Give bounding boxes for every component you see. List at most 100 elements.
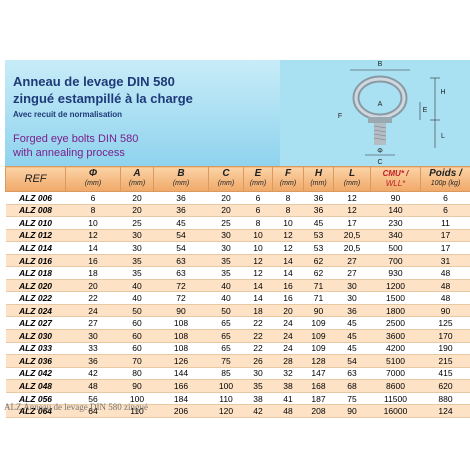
cell: 215: [420, 354, 470, 368]
header-text: CMU* /: [382, 169, 409, 178]
dim-label: F: [338, 113, 342, 120]
cell: 35: [120, 266, 154, 280]
cell: 500: [370, 241, 421, 255]
cell: 90: [420, 304, 470, 318]
cell: 100: [208, 379, 244, 393]
cell: 33: [65, 342, 121, 356]
cell: 36: [153, 204, 209, 218]
cell: 60: [120, 342, 154, 356]
cell: 6: [243, 191, 273, 205]
cell: 24: [65, 304, 121, 318]
cell: 184: [153, 392, 209, 406]
cell: 6: [243, 204, 273, 218]
table-row: ALZ 030 30 60 108 65 22 24 109 45 3600 170: [5, 329, 470, 343]
subtitle: Avec recuit de normalisation: [13, 110, 123, 119]
table-row: ALZ 056 56 100 184 110 38 41 187 75 11500 880: [5, 392, 470, 406]
cell: 63: [333, 367, 371, 381]
cell: 71: [303, 291, 334, 305]
cell: 48: [420, 279, 470, 293]
table-row: ALZ 018 18 35 63 35 12 14 62 27 930 48: [5, 266, 470, 280]
ref-cell: ALZ 022: [5, 291, 66, 305]
cell: 144: [153, 367, 209, 381]
cell: 48: [420, 291, 470, 305]
column-header: Φ (mm): [65, 166, 121, 192]
column-header: L (mm): [333, 166, 371, 192]
cell: 125: [420, 316, 470, 330]
diagram: B H E A F Φ L C: [280, 60, 470, 166]
cell: 22: [243, 342, 273, 356]
ref-cell: ALZ 006: [5, 191, 66, 205]
cell: 40: [208, 279, 244, 293]
cell: 109: [303, 342, 334, 356]
english-title: Forged eye bolts DIN 580: [13, 133, 139, 145]
header-unit: (mm): [172, 180, 190, 187]
cell: 24: [272, 329, 304, 343]
cell: 20,5: [333, 241, 371, 255]
cell: 16: [272, 279, 304, 293]
cell: 14: [65, 241, 121, 255]
column-header: E (mm): [243, 166, 273, 192]
ref-cell: ALZ 042: [5, 367, 66, 381]
header-unit: 100p (kg): [430, 180, 461, 187]
table-row: ALZ 012 12 30 54 30 10 12 53 20,5 340 17: [5, 229, 470, 243]
cell: 14: [272, 266, 304, 280]
table-row: ALZ 022 22 40 72 40 14 16 71 30 1500 48: [5, 291, 470, 305]
cell: 12: [333, 204, 371, 218]
cell: 3600: [370, 329, 421, 343]
cell: 40: [120, 279, 154, 293]
ref-cell: ALZ 030: [5, 329, 66, 343]
cell: 30: [243, 367, 273, 381]
column-header: F (mm): [272, 166, 304, 192]
table-row: ALZ 036 36 70 126 75 26 28 128 54 5100 215: [5, 354, 470, 368]
cell: 60: [120, 316, 154, 330]
column-header: Poids /100p (kg): [420, 166, 470, 192]
cell: 140: [370, 204, 421, 218]
cell: 70: [120, 354, 154, 368]
header-text: C: [222, 168, 230, 179]
cell: 930: [370, 266, 421, 280]
cell: 700: [370, 254, 421, 268]
cell: 56: [65, 392, 121, 406]
header-unit: (mm): [84, 180, 102, 187]
cell: 12: [272, 229, 304, 243]
header-text: E: [254, 168, 262, 179]
cell: 45: [303, 216, 334, 230]
ref-cell: ALZ 014: [5, 241, 66, 255]
cell: 45: [333, 342, 371, 356]
cell: 40: [120, 291, 154, 305]
cell: 54: [153, 241, 209, 255]
cell: 36: [303, 191, 334, 205]
header-band: Anneau de levage DIN 580 zingué estampil…: [5, 60, 280, 166]
cell: 10: [243, 241, 273, 255]
ref-cell: ALZ 018: [5, 266, 66, 280]
cell: 20: [272, 304, 304, 318]
cell: 2500: [370, 316, 421, 330]
header-text: Φ: [88, 168, 98, 179]
header-unit: (mm): [343, 180, 361, 187]
cell: 6: [420, 191, 470, 205]
cell: 17: [420, 229, 470, 243]
cell: 10: [65, 216, 121, 230]
table-row: ALZ 064 64 110 206 120 42 48 208 90 16000 124: [5, 404, 470, 418]
cell: 230: [370, 216, 421, 230]
cell: 65: [208, 316, 244, 330]
cell: 45: [333, 329, 371, 343]
cell: 14: [243, 279, 273, 293]
header-text: A: [133, 168, 141, 179]
cell: 85: [208, 367, 244, 381]
cell: 120: [208, 404, 244, 418]
header-unit: WLL*: [385, 179, 406, 188]
cell: 8: [272, 191, 304, 205]
ref-cell: ALZ 056: [5, 392, 66, 406]
cell: 108: [153, 342, 209, 356]
cell: 108: [153, 316, 209, 330]
table-row: ALZ 006 6 20 36 20 6 8 36 12 90 6: [5, 191, 470, 205]
dim-label: A: [378, 101, 383, 108]
cell: 126: [153, 354, 209, 368]
header-text: REF: [24, 173, 47, 185]
header-text: B: [177, 168, 185, 179]
cell: 40: [208, 291, 244, 305]
cell: 48: [420, 266, 470, 280]
cell: 1200: [370, 279, 421, 293]
